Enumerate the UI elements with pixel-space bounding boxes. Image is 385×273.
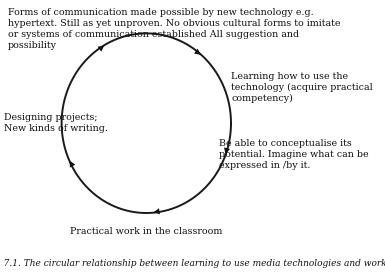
- Text: Be able to conceptualise its
potential. Imagine what can be
expressed in /by it.: Be able to conceptualise its potential. …: [219, 139, 369, 170]
- Text: Learning how to use the
technology (acquire practical
competency): Learning how to use the technology (acqu…: [231, 72, 373, 103]
- Text: Designing projects;
New kinds of writing.: Designing projects; New kinds of writing…: [4, 113, 108, 133]
- Text: Fig. 7.1. The circular relationship between learning to use media technologies a: Fig. 7.1. The circular relationship betw…: [0, 259, 385, 268]
- Text: Practical work in the classroom: Practical work in the classroom: [70, 227, 223, 236]
- Text: Forms of communication made possible by new technology e.g.
hypertext. Still as : Forms of communication made possible by …: [8, 8, 340, 50]
